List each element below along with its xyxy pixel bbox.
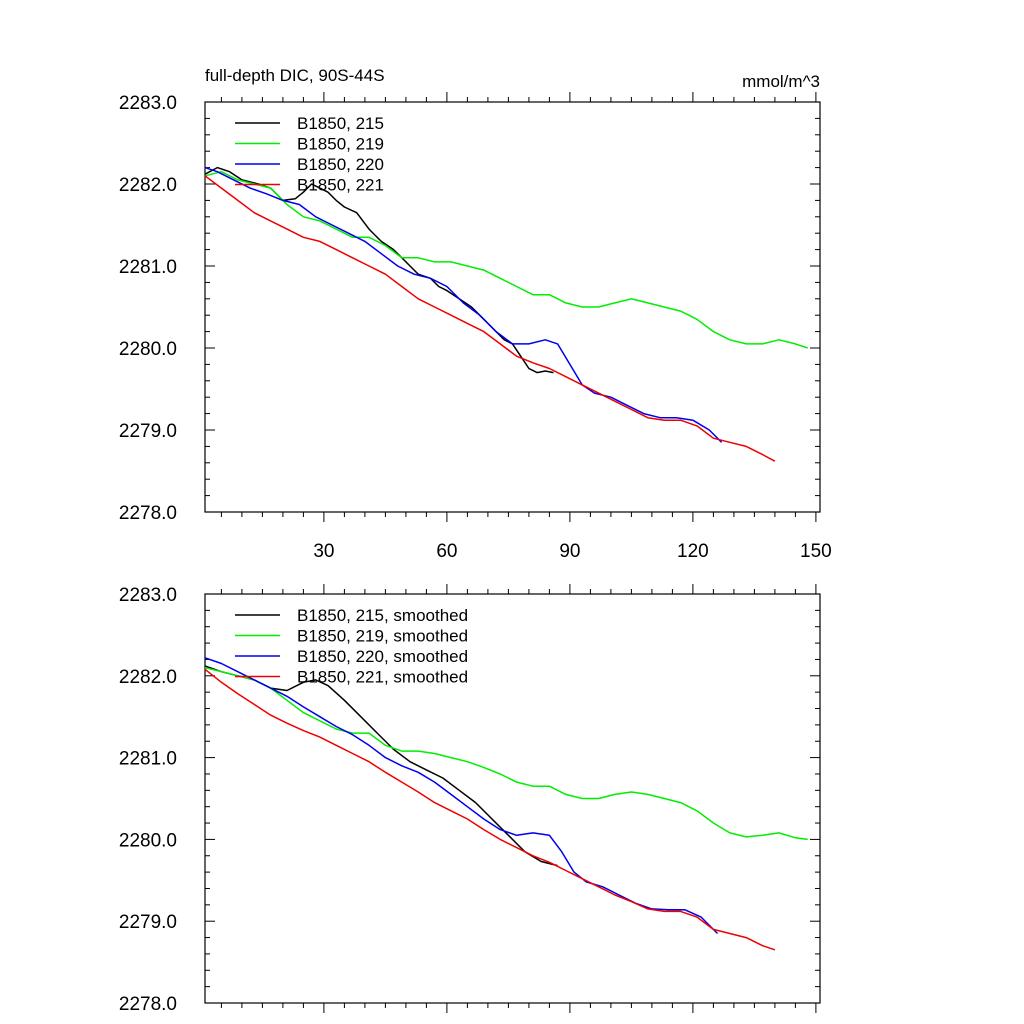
y-tick-label: 2283.0 <box>119 585 177 606</box>
x-tick-label: 30 <box>313 541 334 562</box>
legend-label: B1850, 215 <box>297 114 384 133</box>
series-line <box>204 666 808 841</box>
legend-label: B1850, 221 <box>297 176 384 195</box>
y-tick-label: 2280.0 <box>119 830 177 851</box>
x-tick-label: 60 <box>436 541 457 562</box>
legend-label: B1850, 219 <box>297 135 384 154</box>
legend-label: B1850, 221, smoothed <box>297 668 468 687</box>
y-tick-label: 2279.0 <box>119 421 177 442</box>
y-tick-label: 2279.0 <box>119 912 177 933</box>
series-line <box>204 668 776 951</box>
top-panel: 2278.0 2279.0 2280.0 2281.0 2282.0 2283.0 30 60… <box>119 92 832 562</box>
x-tick-label: 120 <box>677 541 709 562</box>
y-tick-label: 2280.0 <box>119 339 177 360</box>
legend-label: B1850, 220 <box>297 155 384 174</box>
units-label: mmol/m^3 <box>742 72 820 91</box>
y-tick-label: 2278.0 <box>119 503 177 524</box>
y-tick-label: 2278.0 <box>119 994 177 1015</box>
series-line <box>204 657 719 935</box>
chart-title: full-depth DIC, 90S-44S <box>205 66 385 85</box>
legend-label: B1850, 220, smoothed <box>297 647 468 666</box>
series-line <box>204 166 554 374</box>
series-line <box>204 166 723 443</box>
y-tick-label: 2282.0 <box>119 175 177 196</box>
x-tick-label: 90 <box>559 541 580 562</box>
x-tick-label: 150 <box>800 541 832 562</box>
legend-label: B1850, 215, smoothed <box>297 606 468 625</box>
y-tick-label: 2281.0 <box>119 257 177 278</box>
series-line <box>204 175 776 462</box>
plot-frame <box>204 593 821 1004</box>
legend-label: B1850, 219, smoothed <box>297 627 468 646</box>
bottom-panel: 2278.0 2279.0 2280.0 2281.0 2282.0 2283.0 B185… <box>119 584 821 1015</box>
series-line <box>204 170 808 349</box>
y-tick-label: 2282.0 <box>119 667 177 688</box>
plot-frame <box>204 101 821 513</box>
y-tick-label: 2283.0 <box>119 93 177 114</box>
series-line <box>204 665 558 867</box>
y-tick-label: 2281.0 <box>119 749 177 770</box>
